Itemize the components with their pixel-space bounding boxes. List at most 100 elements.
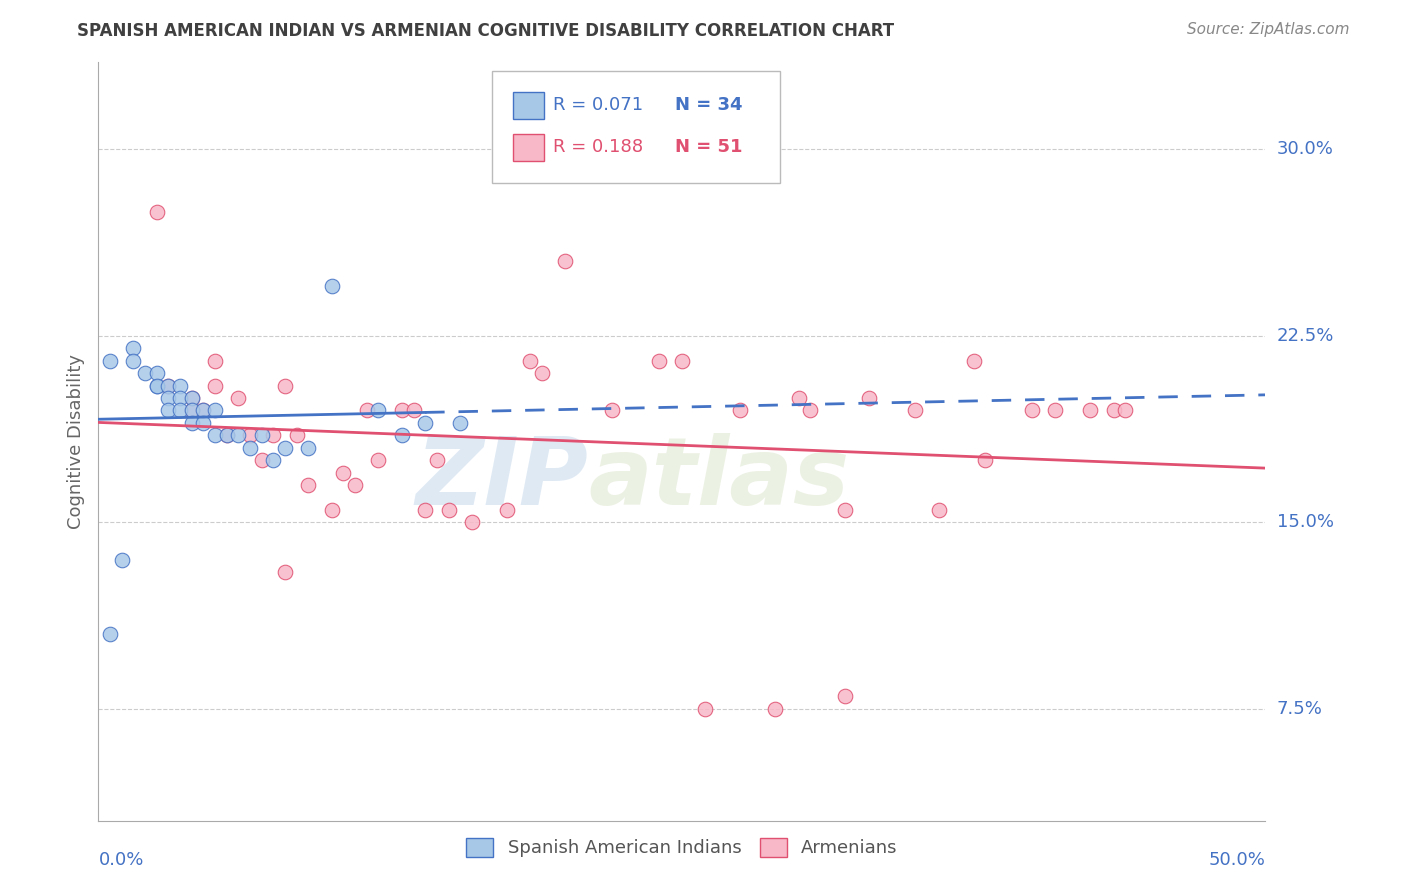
Point xyxy=(193,403,215,417)
Point xyxy=(554,254,576,268)
Text: ZIP: ZIP xyxy=(416,434,589,525)
Point xyxy=(274,565,297,579)
Text: SPANISH AMERICAN INDIAN VS ARMENIAN COGNITIVE DISABILITY CORRELATION CHART: SPANISH AMERICAN INDIAN VS ARMENIAN COGN… xyxy=(77,22,894,40)
Text: R = 0.071: R = 0.071 xyxy=(553,96,643,114)
Point xyxy=(297,478,319,492)
Point xyxy=(695,702,717,716)
Text: N = 34: N = 34 xyxy=(675,96,742,114)
Point xyxy=(146,378,169,392)
Text: 50.0%: 50.0% xyxy=(1209,851,1265,869)
Point xyxy=(928,503,950,517)
Point xyxy=(262,453,284,467)
Point xyxy=(1080,403,1102,417)
Point xyxy=(600,403,623,417)
Point xyxy=(274,378,297,392)
Point xyxy=(297,441,319,455)
Point xyxy=(193,416,215,430)
Point xyxy=(180,403,202,417)
Point xyxy=(1114,403,1136,417)
Point xyxy=(239,428,262,442)
Point xyxy=(215,428,238,442)
Point xyxy=(239,441,262,455)
Text: atlas: atlas xyxy=(589,434,849,525)
Point xyxy=(391,428,413,442)
Point xyxy=(146,366,169,380)
Point xyxy=(426,453,449,467)
Point xyxy=(530,366,553,380)
Point xyxy=(157,391,180,405)
Y-axis label: Cognitive Disability: Cognitive Disability xyxy=(66,354,84,529)
Point xyxy=(274,441,297,455)
Point xyxy=(321,503,343,517)
Point xyxy=(98,353,121,368)
Point xyxy=(180,391,202,405)
Point xyxy=(204,378,226,392)
Point xyxy=(1021,403,1043,417)
Point xyxy=(449,416,471,430)
Point xyxy=(1102,403,1125,417)
Text: 22.5%: 22.5% xyxy=(1277,326,1334,345)
Point xyxy=(391,403,413,417)
Point xyxy=(787,391,810,405)
Point xyxy=(111,552,134,566)
Point xyxy=(169,403,191,417)
Point xyxy=(228,391,250,405)
Text: 7.5%: 7.5% xyxy=(1277,700,1323,718)
Point xyxy=(134,366,156,380)
Point xyxy=(763,702,786,716)
Point xyxy=(285,428,308,442)
Point xyxy=(671,353,693,368)
Point xyxy=(250,453,273,467)
Point xyxy=(146,378,169,392)
Point xyxy=(356,403,378,417)
Point xyxy=(974,453,997,467)
Point xyxy=(157,403,180,417)
Point xyxy=(413,416,436,430)
Point xyxy=(169,378,191,392)
Point xyxy=(799,403,821,417)
Point xyxy=(157,378,180,392)
Point xyxy=(402,403,425,417)
Point xyxy=(180,403,202,417)
Point xyxy=(367,403,389,417)
Point xyxy=(228,428,250,442)
Point xyxy=(215,428,238,442)
Point xyxy=(413,503,436,517)
Text: 15.0%: 15.0% xyxy=(1277,513,1333,532)
Point xyxy=(157,378,180,392)
Text: 0.0%: 0.0% xyxy=(98,851,143,869)
Point xyxy=(204,353,226,368)
Point xyxy=(180,416,202,430)
Text: N = 51: N = 51 xyxy=(675,138,742,156)
Point xyxy=(122,341,145,355)
Point xyxy=(122,353,145,368)
Point xyxy=(834,503,856,517)
Point xyxy=(730,403,752,417)
Text: 30.0%: 30.0% xyxy=(1277,140,1333,159)
Point xyxy=(146,204,169,219)
Point xyxy=(437,503,460,517)
Point xyxy=(250,428,273,442)
Point xyxy=(169,391,191,405)
Point xyxy=(262,428,284,442)
Point xyxy=(496,503,519,517)
Point xyxy=(367,453,389,467)
Point xyxy=(1045,403,1067,417)
Point xyxy=(180,391,202,405)
Point xyxy=(834,690,856,704)
Point xyxy=(519,353,541,368)
Point xyxy=(321,279,343,293)
Legend: Spanish American Indians, Armenians: Spanish American Indians, Armenians xyxy=(458,830,905,864)
Point xyxy=(647,353,669,368)
Point xyxy=(204,428,226,442)
Point xyxy=(461,516,484,530)
Point xyxy=(332,466,354,480)
Text: Source: ZipAtlas.com: Source: ZipAtlas.com xyxy=(1187,22,1350,37)
Point xyxy=(193,403,215,417)
Point xyxy=(344,478,367,492)
Text: R = 0.188: R = 0.188 xyxy=(553,138,643,156)
Point xyxy=(98,627,121,641)
Point xyxy=(904,403,927,417)
Point xyxy=(204,403,226,417)
Point xyxy=(962,353,984,368)
